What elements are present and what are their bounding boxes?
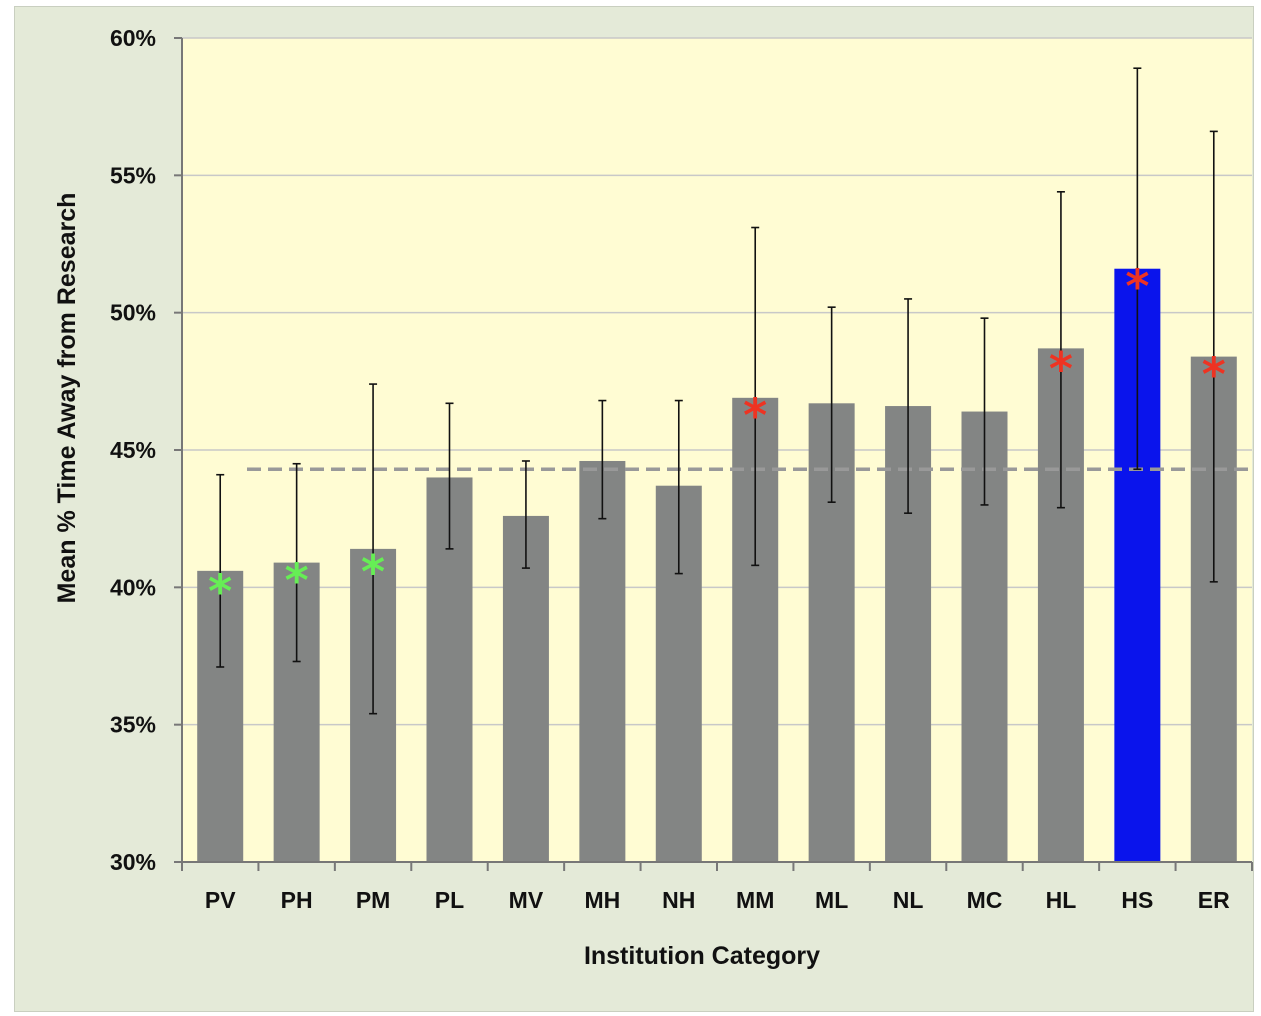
- x-tick-label: HS: [1121, 887, 1153, 913]
- significance-marker: *: [1125, 259, 1149, 313]
- x-tick-label: PL: [435, 887, 464, 913]
- x-axis-title: Institution Category: [584, 942, 820, 970]
- significance-marker: *: [743, 389, 767, 443]
- x-tick-label: MV: [509, 887, 544, 913]
- significance-marker: *: [208, 564, 232, 618]
- significance-marker: *: [285, 553, 309, 607]
- y-tick-label: 30%: [110, 849, 156, 875]
- y-axis-title: Mean % Time Away from Research: [53, 193, 81, 604]
- x-tick-label: PV: [205, 887, 236, 913]
- x-tick-label: NH: [662, 887, 695, 913]
- y-tick-label: 50%: [110, 300, 156, 326]
- x-tick-label: PH: [281, 887, 313, 913]
- x-tick-label: MC: [967, 887, 1003, 913]
- x-tick-label: MH: [584, 887, 620, 913]
- y-tick-label: 45%: [110, 437, 156, 463]
- x-tick-label: PM: [356, 887, 391, 913]
- y-tick-label: 60%: [110, 25, 156, 51]
- x-tick-label: ML: [815, 887, 848, 913]
- bar-mh: [579, 460, 626, 862]
- y-tick-label: 40%: [110, 574, 156, 600]
- x-tick-label: NL: [893, 887, 924, 913]
- x-tick-label: MM: [736, 887, 774, 913]
- y-tick-label: 35%: [110, 712, 156, 738]
- significance-marker: *: [1202, 347, 1226, 401]
- x-tick-label: ER: [1198, 887, 1230, 913]
- significance-marker: *: [1049, 342, 1073, 396]
- x-tick-label: HL: [1046, 887, 1077, 913]
- significance-marker: *: [361, 545, 385, 599]
- y-tick-label: 55%: [110, 162, 156, 188]
- bar-mv: [502, 515, 549, 862]
